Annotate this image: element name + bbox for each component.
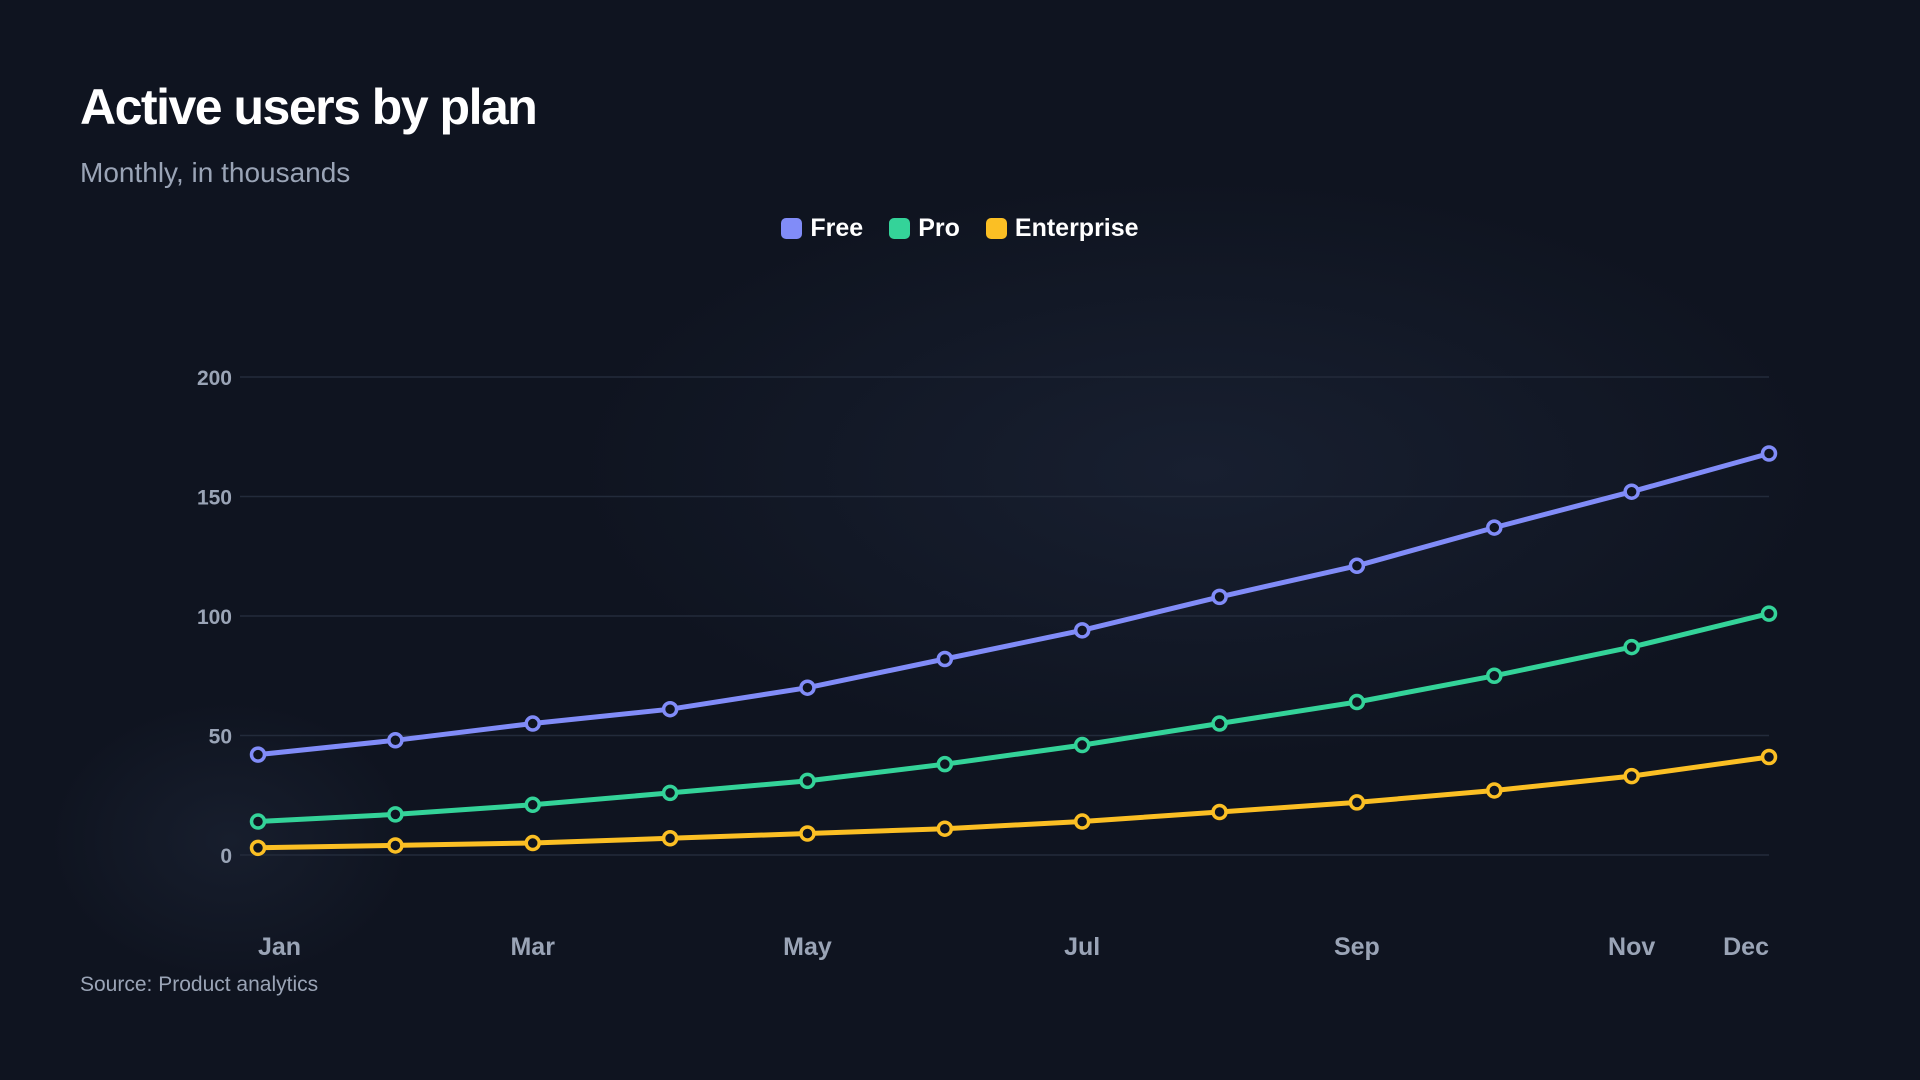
series-enterprise [249, 748, 1778, 857]
x-tick-label-sep: Sep [1334, 933, 1380, 961]
point-pro-oct [1486, 667, 1503, 684]
point-pro-dec [1760, 605, 1778, 622]
point-enterprise-aug [1211, 803, 1228, 821]
point-free-jul [1073, 622, 1091, 639]
y-tick-label-200: 200 [197, 367, 232, 390]
gridlines [240, 376, 1769, 856]
series-line-enterprise [255, 754, 1772, 851]
y-axis-ticks: 0 50 100 150 200 [197, 367, 232, 868]
legend-item-free[interactable]: Free [781, 214, 863, 243]
point-pro-jul [1073, 736, 1091, 754]
point-free-feb [387, 732, 404, 749]
point-enterprise-jun [936, 820, 954, 837]
point-enterprise-oct [1486, 782, 1503, 799]
legend-label-enterprise: Enterprise [1014, 214, 1139, 242]
legend-item-pro[interactable]: Pro [889, 214, 960, 243]
y-tick-label-0: 0 [220, 845, 232, 868]
point-free-jan [249, 746, 267, 763]
chart-title: Active users by plan [80, 79, 538, 135]
point-enterprise-may [799, 825, 816, 842]
point-pro-may [799, 772, 816, 790]
series-lines [249, 445, 1778, 857]
legend-swatch-pro [889, 218, 911, 239]
point-pro-nov [1623, 638, 1640, 656]
x-tick-label-may: May [783, 933, 832, 961]
point-enterprise-mar [524, 834, 541, 852]
point-pro-mar [524, 796, 541, 814]
point-pro-apr [661, 784, 679, 802]
point-free-sep [1348, 557, 1366, 575]
point-free-may [799, 679, 816, 696]
point-enterprise-jul [1073, 813, 1091, 830]
point-enterprise-nov [1623, 767, 1640, 785]
series-free [249, 445, 1778, 763]
y-tick-label-50: 50 [209, 726, 232, 749]
x-tick-label-dec: Dec [1723, 933, 1769, 961]
x-tick-label-jul: Jul [1064, 933, 1100, 961]
point-enterprise-jan [249, 839, 267, 857]
x-tick-label-nov: Nov [1608, 933, 1655, 961]
point-enterprise-feb [387, 837, 404, 854]
point-free-mar [524, 715, 541, 732]
series-pro [249, 605, 1778, 830]
series-line-pro [255, 611, 1772, 824]
chart-subtitle: Monthly, in thousands [80, 157, 351, 188]
point-free-apr [661, 700, 679, 718]
point-free-oct [1486, 519, 1503, 536]
source-note: Source: Product analytics [80, 973, 319, 996]
legend-label-pro: Pro [918, 214, 960, 242]
legend-label-free: Free [810, 214, 864, 242]
point-free-aug [1211, 588, 1228, 606]
point-pro-jan [249, 813, 267, 830]
legend-item-enterprise[interactable]: Enterprise [985, 214, 1139, 243]
x-tick-label-mar: Mar [510, 933, 555, 961]
x-tick-label-jan: Jan [258, 933, 301, 961]
point-enterprise-dec [1760, 748, 1778, 766]
point-free-jun [936, 650, 954, 668]
legend-swatch-free [781, 218, 803, 239]
point-enterprise-sep [1348, 794, 1366, 811]
legend-swatch-enterprise [985, 218, 1007, 239]
point-pro-sep [1348, 693, 1366, 711]
point-enterprise-apr [661, 830, 679, 847]
point-free-dec [1760, 445, 1778, 462]
y-tick-label-150: 150 [197, 487, 232, 510]
point-pro-feb [387, 806, 404, 823]
series-line-free [255, 451, 1772, 758]
point-pro-jun [936, 755, 954, 773]
chart-legend: Free Pro Enterprise [0, 214, 1920, 243]
point-free-nov [1623, 483, 1640, 500]
point-pro-aug [1211, 715, 1228, 732]
x-axis-ticks: Jan Mar May Jul Sep Nov Dec [258, 933, 1769, 961]
y-tick-label-100: 100 [197, 606, 232, 629]
